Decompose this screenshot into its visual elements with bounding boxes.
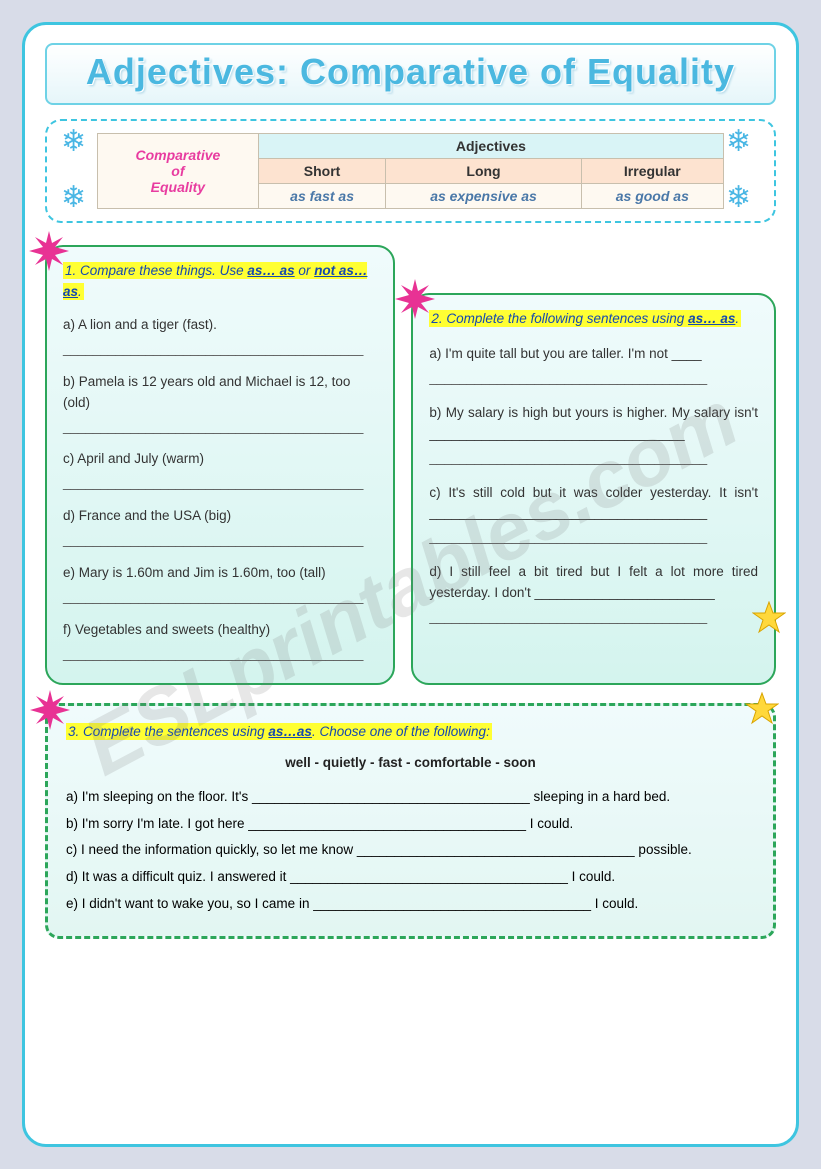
star-icon: [752, 601, 786, 635]
exercise-item: d) I still feel a bit tired but I felt a…: [429, 562, 758, 604]
exercise-item: b) I'm sorry I'm late. I got here ______…: [66, 812, 755, 836]
word-bank: well - quietly - fast - comfortable - so…: [66, 751, 755, 775]
answer-blank: _____________________________________: [429, 448, 758, 469]
exercise-1-items: a) A lion and a tiger (fast). ___________…: [63, 315, 377, 665]
exercise-3-instruction: 3. Complete the sentences using as…as. C…: [66, 720, 755, 744]
snowflake-icon: ❄: [726, 127, 760, 161]
table-example-short: as fast as: [258, 184, 386, 209]
exercise-item: a) I'm sleeping on the floor. It's _____…: [66, 785, 755, 809]
snowflake-icon: ❄: [61, 183, 95, 217]
exercise-2-items: a) I'm quite tall but you are taller. I'…: [429, 344, 758, 628]
answer-blank: ________________________________________: [63, 587, 377, 608]
starburst-icon: [395, 279, 435, 319]
snowflake-icon: ❄: [61, 127, 95, 161]
table-col-long: Long: [386, 159, 581, 184]
answer-blank: ________________________________________: [63, 417, 377, 438]
exercise-3-items: a) I'm sleeping on the floor. It's _____…: [66, 785, 755, 915]
answer-blank: ________________________________________: [63, 644, 377, 665]
exercise-item: e) I didn't want to wake you, so I came …: [66, 892, 755, 916]
exercise-item: e) Mary is 1.60m and Jim is 1.60m, too (…: [63, 563, 377, 584]
answer-blank: _____________________________________: [429, 527, 758, 548]
grammar-table-box: ❄ ❄ ❄ ❄ Comparative of Equality Adjectiv…: [45, 119, 776, 223]
starburst-icon: [30, 690, 70, 730]
exercise-item: b) My salary is high but yours is higher…: [429, 403, 758, 445]
worksheet-page: Adjectives: Comparative of Equality ❄ ❄ …: [22, 22, 799, 1147]
exercise-item: b) Pamela is 12 years old and Michael is…: [63, 372, 377, 414]
table-example-long: as expensive as: [386, 184, 581, 209]
starburst-icon: [29, 231, 69, 271]
exercise-3-wrap: 3. Complete the sentences using as…as. C…: [45, 703, 776, 939]
exercise-2-box: 2. Complete the following sentences usin…: [411, 293, 776, 685]
exercise-item: c) April and July (warm): [63, 449, 377, 470]
exercise-item: a) A lion and a tiger (fast).: [63, 315, 377, 336]
exercise-item: c) It's still cold but it was colder yes…: [429, 483, 758, 525]
exercise-item: f) Vegetables and sweets (healthy): [63, 620, 377, 641]
exercise-item: d) It was a difficult quiz. I answered i…: [66, 865, 755, 889]
answer-blank: ________________________________________: [63, 530, 377, 551]
table-col-short: Short: [258, 159, 386, 184]
table-example-irregular: as good as: [581, 184, 723, 209]
table-col-irregular: Irregular: [581, 159, 723, 184]
page-title: Adjectives: Comparative of Equality: [47, 51, 774, 93]
snowflake-icon: ❄: [726, 183, 760, 217]
exercise-item: d) France and the USA (big): [63, 506, 377, 527]
table-left-label: Comparative of Equality: [98, 134, 259, 209]
answer-blank: ________________________________________: [63, 339, 377, 360]
answer-blank: ________________________________________: [63, 473, 377, 494]
title-bar: Adjectives: Comparative of Equality: [45, 43, 776, 105]
table-header-adjectives: Adjectives: [258, 134, 723, 159]
exercise-item: c) I need the information quickly, so le…: [66, 838, 755, 862]
star-icon: [745, 692, 779, 726]
exercise-1-instruction: 1. Compare these things. Use as… as or n…: [63, 261, 377, 303]
exercise-3-box: 3. Complete the sentences using as…as. C…: [45, 703, 776, 939]
exercise-1-box: 1. Compare these things. Use as… as or n…: [45, 245, 395, 685]
grammar-table: Comparative of Equality Adjectives Short…: [97, 133, 724, 209]
exercise-item: a) I'm quite tall but you are taller. I'…: [429, 344, 758, 365]
answer-blank: _____________________________________: [429, 607, 758, 628]
answer-blank: _____________________________________: [429, 368, 758, 389]
exercises-row: 1. Compare these things. Use as… as or n…: [45, 245, 776, 685]
exercise-2-instruction: 2. Complete the following sentences usin…: [429, 309, 758, 330]
